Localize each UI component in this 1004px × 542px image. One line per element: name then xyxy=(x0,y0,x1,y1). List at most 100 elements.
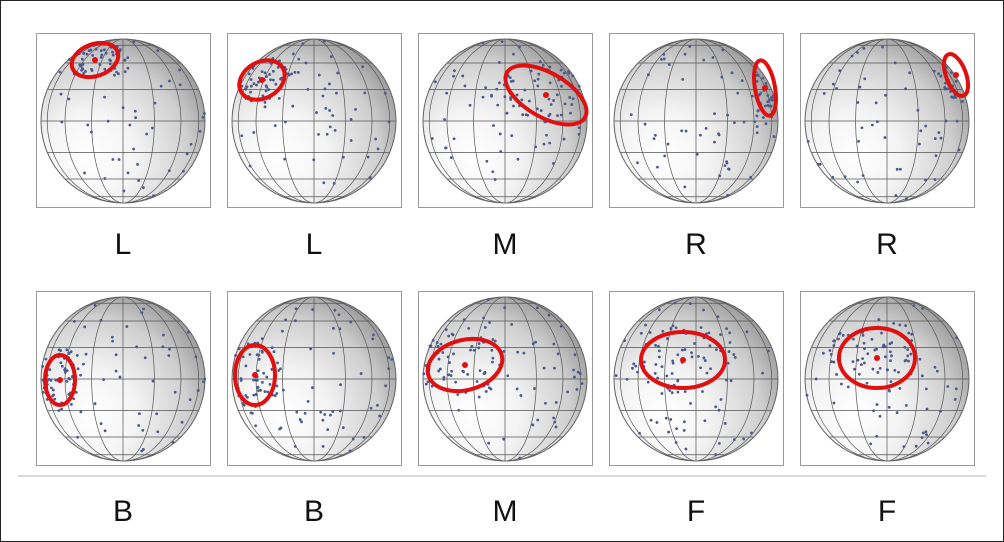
mean-point xyxy=(543,92,549,98)
point xyxy=(510,322,514,326)
point xyxy=(699,366,702,370)
point xyxy=(623,339,627,343)
point xyxy=(59,349,63,352)
point xyxy=(496,103,500,107)
point xyxy=(536,418,540,422)
point xyxy=(294,319,297,323)
point xyxy=(742,120,746,124)
point xyxy=(766,349,770,353)
point xyxy=(437,369,441,373)
point xyxy=(851,360,855,363)
point xyxy=(843,175,847,178)
point xyxy=(522,351,526,355)
point xyxy=(771,94,775,98)
sphere-outline xyxy=(613,38,779,204)
point xyxy=(108,62,112,66)
point xyxy=(369,406,373,410)
point xyxy=(428,344,432,348)
point xyxy=(262,371,266,375)
panel-label: L xyxy=(306,228,323,261)
point xyxy=(554,425,558,429)
point xyxy=(497,61,501,64)
point xyxy=(838,69,842,73)
point xyxy=(111,50,114,54)
point xyxy=(49,378,53,382)
point xyxy=(639,331,643,335)
point xyxy=(950,95,953,99)
point xyxy=(80,68,84,72)
point xyxy=(816,163,820,166)
point xyxy=(80,57,84,61)
point xyxy=(838,332,841,336)
point xyxy=(711,56,715,59)
point xyxy=(714,405,718,409)
point xyxy=(276,65,280,69)
point xyxy=(548,112,552,116)
point xyxy=(566,390,569,394)
point xyxy=(671,324,675,328)
point xyxy=(326,428,330,432)
point xyxy=(90,69,94,72)
point xyxy=(59,92,63,96)
point xyxy=(437,357,441,361)
point xyxy=(239,377,243,380)
point xyxy=(103,67,107,71)
point xyxy=(245,85,249,89)
point xyxy=(301,42,305,46)
point xyxy=(265,75,268,78)
point xyxy=(196,389,200,392)
point xyxy=(573,375,576,379)
point xyxy=(319,410,323,414)
point xyxy=(431,339,435,342)
panel xyxy=(227,33,402,208)
point xyxy=(519,394,523,397)
point xyxy=(755,79,759,83)
point xyxy=(309,347,313,351)
point xyxy=(141,186,145,190)
point xyxy=(341,155,345,159)
point xyxy=(554,400,558,404)
point xyxy=(336,71,340,75)
point xyxy=(484,86,488,90)
point xyxy=(135,345,139,349)
point xyxy=(726,193,730,197)
point xyxy=(453,69,456,73)
confidence-ellipse xyxy=(69,40,121,80)
point xyxy=(242,403,246,407)
point xyxy=(490,94,493,98)
point xyxy=(155,412,159,416)
point xyxy=(548,141,552,145)
point xyxy=(658,308,661,312)
mean-point xyxy=(874,355,880,361)
point xyxy=(161,345,165,349)
point xyxy=(281,388,285,392)
point xyxy=(888,350,892,354)
point xyxy=(297,57,301,61)
point xyxy=(853,367,856,371)
point xyxy=(279,77,282,81)
point xyxy=(503,95,507,99)
point xyxy=(134,116,137,120)
point xyxy=(552,416,556,420)
point xyxy=(646,380,650,384)
point xyxy=(674,326,678,330)
point xyxy=(283,157,287,161)
point xyxy=(541,63,545,67)
point xyxy=(477,395,481,399)
panel-label: L xyxy=(115,228,132,261)
point xyxy=(508,76,512,80)
point xyxy=(168,79,171,83)
point xyxy=(510,134,514,138)
point xyxy=(917,142,921,146)
point xyxy=(761,116,765,119)
panel xyxy=(418,291,593,466)
point xyxy=(444,328,448,331)
point xyxy=(498,81,501,85)
point xyxy=(569,111,572,115)
point xyxy=(933,178,937,181)
point xyxy=(447,334,451,338)
mean-point xyxy=(680,357,686,363)
point xyxy=(273,124,277,128)
point xyxy=(695,152,699,156)
point xyxy=(275,392,279,395)
